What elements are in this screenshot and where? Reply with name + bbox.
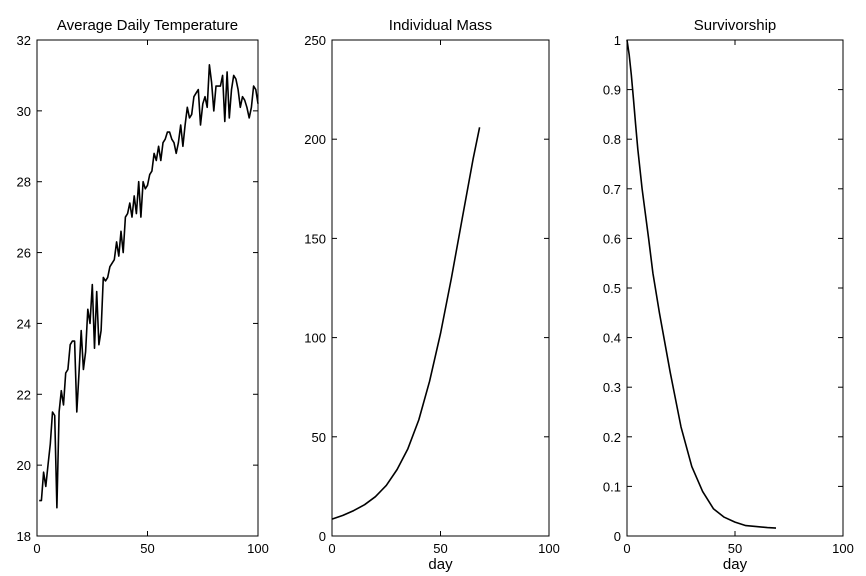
survivorship-ytick-label-4: 0.4 — [603, 331, 621, 346]
survivorship-ytick-label-6: 0.6 — [603, 231, 621, 246]
mass-ytick-label-2: 100 — [304, 331, 326, 346]
survivorship-ytick-label-5: 0.5 — [603, 281, 621, 296]
survivorship-ytick-label-3: 0.3 — [603, 380, 621, 395]
survivorship-ytick-label-2: 0.2 — [603, 430, 621, 445]
mass-ytick-label-0: 0 — [319, 529, 326, 544]
survivorship-xtick-label-1: 50 — [728, 541, 742, 556]
temperature-ytick-label-1: 20 — [17, 458, 31, 473]
survivorship-xlabel: day — [723, 556, 748, 573]
mass-ytick-label-3: 150 — [304, 231, 326, 246]
temperature-panel: Average Daily Temperature 0 50 100 18 20 22 24 2… — [17, 17, 269, 556]
survivorship-ytick-label-8: 0.8 — [603, 132, 621, 147]
temperature-series-line-0 — [39, 64, 259, 509]
temperature-xtick-label-1: 50 — [140, 541, 154, 556]
mass-ytick-label-1: 50 — [312, 430, 326, 445]
survivorship-title: Survivorship — [694, 17, 777, 34]
temperature-ytick-label-3: 24 — [17, 316, 31, 331]
mass-xlabel: day — [428, 556, 453, 573]
mass-series-line-0 — [331, 127, 481, 520]
temperature-title: Average Daily Temperature — [57, 17, 238, 34]
temperature-xtick-label-2: 100 — [247, 541, 269, 556]
temperature-ytick-label-0: 18 — [17, 529, 31, 544]
temperature-ytick-label-5: 28 — [17, 175, 31, 190]
survivorship-panel: Survivorship 0 50 100 0 0.1 0.2 0.3 0.4 0.5 0.6 0.7… — [603, 17, 854, 573]
mass-xtick-label-2: 100 — [538, 541, 560, 556]
survivorship-ytick-label-9: 0.9 — [603, 83, 621, 98]
mass-title: Individual Mass — [389, 17, 492, 34]
survivorship-ytick-label-10: 1 — [614, 33, 621, 48]
temperature-ytick-label-2: 22 — [17, 387, 31, 402]
mass-panel: Individual Mass 0 50 100 0 50 100 150 200 250 day — [304, 17, 560, 573]
survivorship-ytick-label-7: 0.7 — [603, 182, 621, 197]
temperature-ytick-label-7: 32 — [17, 33, 31, 48]
survivorship-ytick-label-1: 0.1 — [603, 479, 621, 494]
temperature-ytick-label-4: 26 — [17, 246, 31, 261]
survivorship-xtick-label-2: 100 — [832, 541, 854, 556]
mass-xtick-label-0: 0 — [328, 541, 335, 556]
survivorship-xtick-label-0: 0 — [623, 541, 630, 556]
temperature-ytick-label-6: 30 — [17, 104, 31, 119]
survivorship-series-line-0 — [626, 39, 777, 529]
survivorship-ytick-label-0: 0 — [614, 529, 621, 544]
temperature-xtick-label-0: 0 — [33, 541, 40, 556]
mass-xtick-label-1: 50 — [433, 541, 447, 556]
mass-ytick-label-5: 250 — [304, 33, 326, 48]
mass-ytick-label-4: 200 — [304, 132, 326, 147]
mass-axes-box — [331, 39, 550, 537]
survivorship-axes-box — [626, 39, 844, 537]
